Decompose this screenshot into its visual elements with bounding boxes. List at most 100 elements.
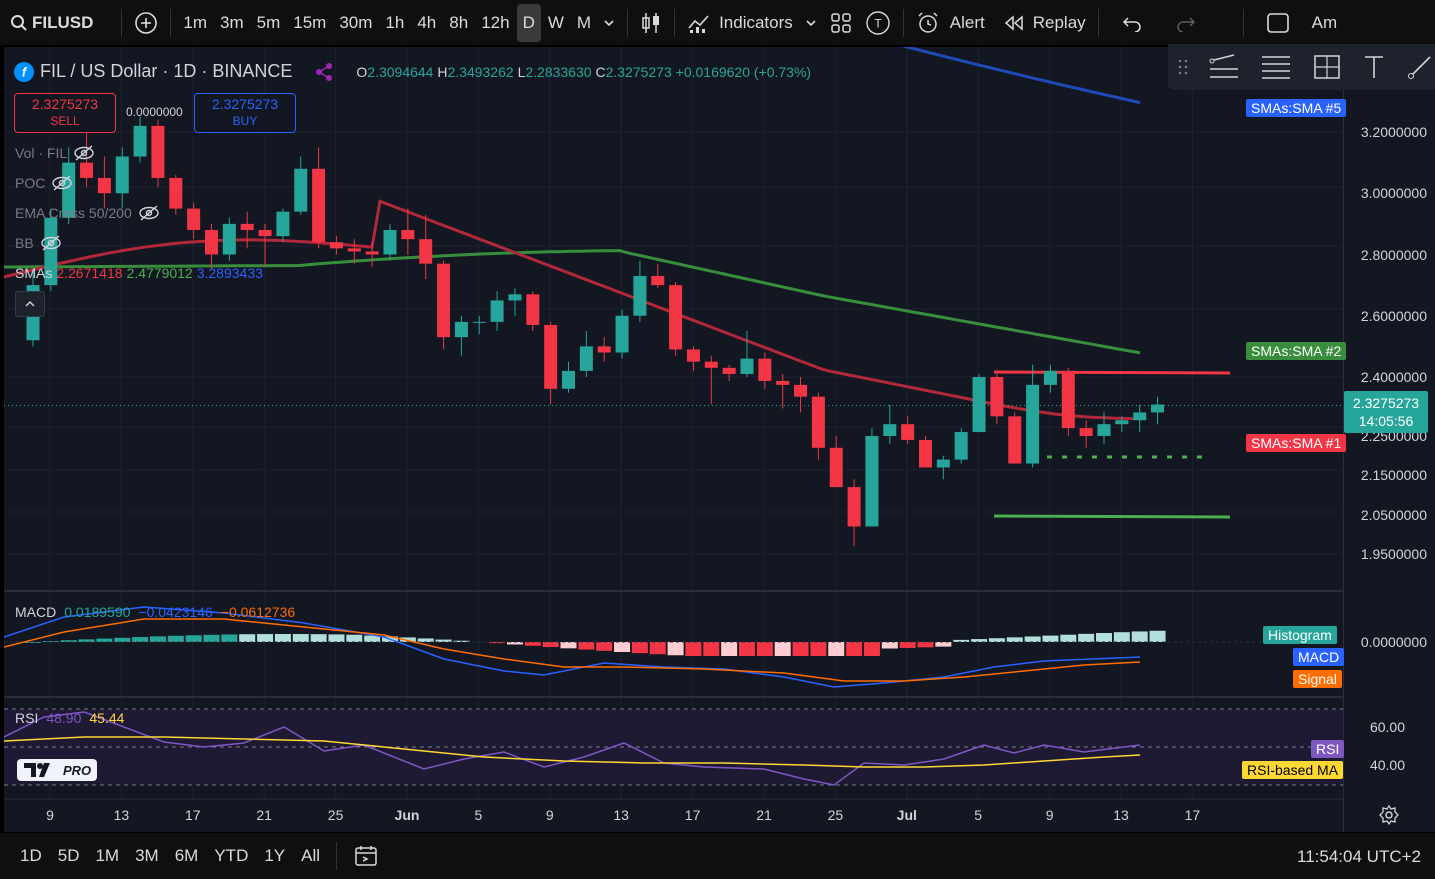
collapse-legend-button[interactable]: [15, 291, 45, 317]
tv-logo[interactable]: PRO: [17, 759, 98, 781]
share-network-icon[interactable]: [314, 62, 334, 82]
macd-histogram-bar: [435, 639, 452, 642]
layouts-button[interactable]: [823, 6, 859, 40]
range-5d[interactable]: 5D: [57, 846, 80, 865]
buy-button[interactable]: 2.3275273 BUY: [194, 93, 296, 133]
symbol-search[interactable]: FILUSD: [0, 6, 99, 40]
chart-pane[interactable]: f FIL / US Dollar · 1D · BINANCE O2.3094…: [4, 47, 1343, 832]
undo-button[interactable]: [1115, 6, 1149, 40]
settings-gear-icon[interactable]: [1378, 804, 1400, 826]
clock-label[interactable]: 11:54:04 UTC+2: [1297, 847, 1421, 866]
fib-retracement-icon[interactable]: [1260, 53, 1292, 81]
macd-histogram-bar: [1060, 634, 1077, 642]
template-t-icon: T: [866, 10, 890, 35]
templates-button[interactable]: T: [859, 6, 897, 40]
interval-5m[interactable]: 5m: [256, 12, 281, 32]
high-label: H: [437, 63, 448, 80]
eye-off-icon[interactable]: [138, 205, 160, 221]
range-all[interactable]: All: [301, 846, 321, 865]
eye-off-icon[interactable]: [51, 175, 73, 191]
macd-histogram-bar: [863, 642, 880, 656]
indicator-row-bb[interactable]: BB: [15, 235, 62, 251]
price-tick-label: 1.9500000: [1360, 546, 1427, 562]
time-tick-label: 21: [256, 807, 272, 823]
interval-group: 1m 3m 5m 15m 30m 1h 4h 8h 12h D W M: [177, 3, 597, 42]
indicator-row-ema-cross[interactable]: EMA Cross 50/200: [15, 205, 160, 221]
macd-tag: MACD: [1293, 648, 1345, 666]
macd-legend[interactable]: MACD 0.0189590 −0.0423146 −0.0612736: [15, 604, 295, 620]
candle-body: [1043, 370, 1057, 385]
macd-histogram-bar: [96, 638, 113, 642]
range-1d[interactable]: 1D: [20, 846, 42, 865]
range-1m[interactable]: 1M: [95, 846, 120, 865]
rsi-value: 48.90: [46, 710, 82, 726]
trend-lines-icon[interactable]: [1208, 53, 1240, 81]
interval-12h[interactable]: 12h: [481, 12, 510, 32]
chevron-down-icon: [604, 19, 614, 26]
sma5-line: [901, 47, 1141, 105]
macd-histogram-bar: [132, 637, 149, 642]
candle-body: [883, 424, 897, 436]
interval-D[interactable]: D: [516, 3, 541, 42]
rsi-legend[interactable]: RSI 48.90 45.44: [15, 710, 124, 726]
range-6m[interactable]: 6M: [174, 846, 199, 865]
interval-1h[interactable]: 1h: [385, 12, 405, 32]
interval-8h[interactable]: 8h: [449, 12, 469, 32]
candle-body: [276, 211, 290, 237]
interval-1m[interactable]: 1m: [183, 12, 208, 32]
eye-off-icon[interactable]: [40, 235, 62, 251]
current-price-tag: 2.3275273 14:05:56: [1344, 391, 1428, 433]
candle-body: [919, 439, 932, 468]
interval-dropdown[interactable]: [597, 6, 621, 40]
candle-body: [1115, 420, 1129, 425]
eye-off-icon[interactable]: [73, 145, 95, 161]
macd-histogram-bar: [899, 642, 916, 648]
interval-4h[interactable]: 4h: [417, 12, 437, 32]
indicators-icon: [688, 14, 709, 33]
indicators-button[interactable]: Indicators: [681, 6, 799, 40]
chart-type-button[interactable]: [634, 6, 668, 40]
interval-M[interactable]: M: [576, 12, 592, 32]
drag-handle-icon[interactable]: [1178, 58, 1188, 76]
range-ytd[interactable]: YTD: [214, 846, 249, 865]
brush-icon[interactable]: [1406, 53, 1434, 81]
calendar-goto-icon[interactable]: [353, 844, 379, 868]
alert-button[interactable]: Alert: [910, 6, 991, 40]
macd-label: MACD: [15, 604, 57, 620]
range-1y[interactable]: 1Y: [264, 846, 286, 865]
divider: [170, 8, 172, 37]
candle-body: [508, 294, 522, 301]
price-scale[interactable]: 3.2000000 3.0000000 2.8000000 2.6000000 2.40…: [1343, 47, 1435, 832]
candle-body: [1079, 428, 1093, 436]
chart-canvas[interactable]: [4, 47, 1343, 832]
divider: [627, 8, 629, 37]
rsi-40-label: 40.00: [1369, 757, 1405, 773]
macd-histogram-bar: [364, 635, 381, 642]
sell-button[interactable]: 2.3275273 SELL: [14, 93, 116, 133]
candle-body: [222, 223, 236, 255]
text-tool-icon[interactable]: [1362, 53, 1386, 81]
interval-3m[interactable]: 3m: [220, 12, 244, 32]
projection-icon[interactable]: [1312, 53, 1342, 81]
indicators-dropdown[interactable]: [799, 6, 823, 40]
interval-15m[interactable]: 15m: [293, 12, 327, 32]
replay-button[interactable]: Replay: [997, 6, 1092, 40]
candle-body: [401, 230, 415, 240]
range-3m[interactable]: 3M: [135, 846, 159, 865]
indicator-row-vol[interactable]: Vol · FIL: [15, 145, 95, 161]
macd-zero-label: 0.0000000: [1360, 634, 1427, 650]
interval-W[interactable]: W: [547, 12, 564, 32]
macd-histogram-bar: [560, 642, 577, 649]
macd-histogram-bar: [399, 637, 416, 642]
ohlc-values: O2.3094644 H2.3493262 L2.2833630 C2.3275…: [356, 64, 811, 80]
compare-button[interactable]: [128, 6, 164, 40]
indicator-label: BB: [15, 235, 34, 251]
time-axis[interactable]: 9 13 17 21 25 Jun 5 9 13 17 21 25 Jul 5 9 13 17: [4, 799, 1343, 832]
candle-body: [205, 230, 218, 255]
indicator-row-poc[interactable]: POC: [15, 175, 73, 191]
redo-button[interactable]: [1169, 6, 1203, 40]
fullscreen-button[interactable]: [1260, 6, 1296, 40]
account-label[interactable]: Am: [1311, 12, 1338, 32]
indicator-row-smas[interactable]: SMAs 2.2671418 2.4779012 3.2893433: [15, 265, 263, 281]
interval-30m[interactable]: 30m: [339, 12, 373, 32]
